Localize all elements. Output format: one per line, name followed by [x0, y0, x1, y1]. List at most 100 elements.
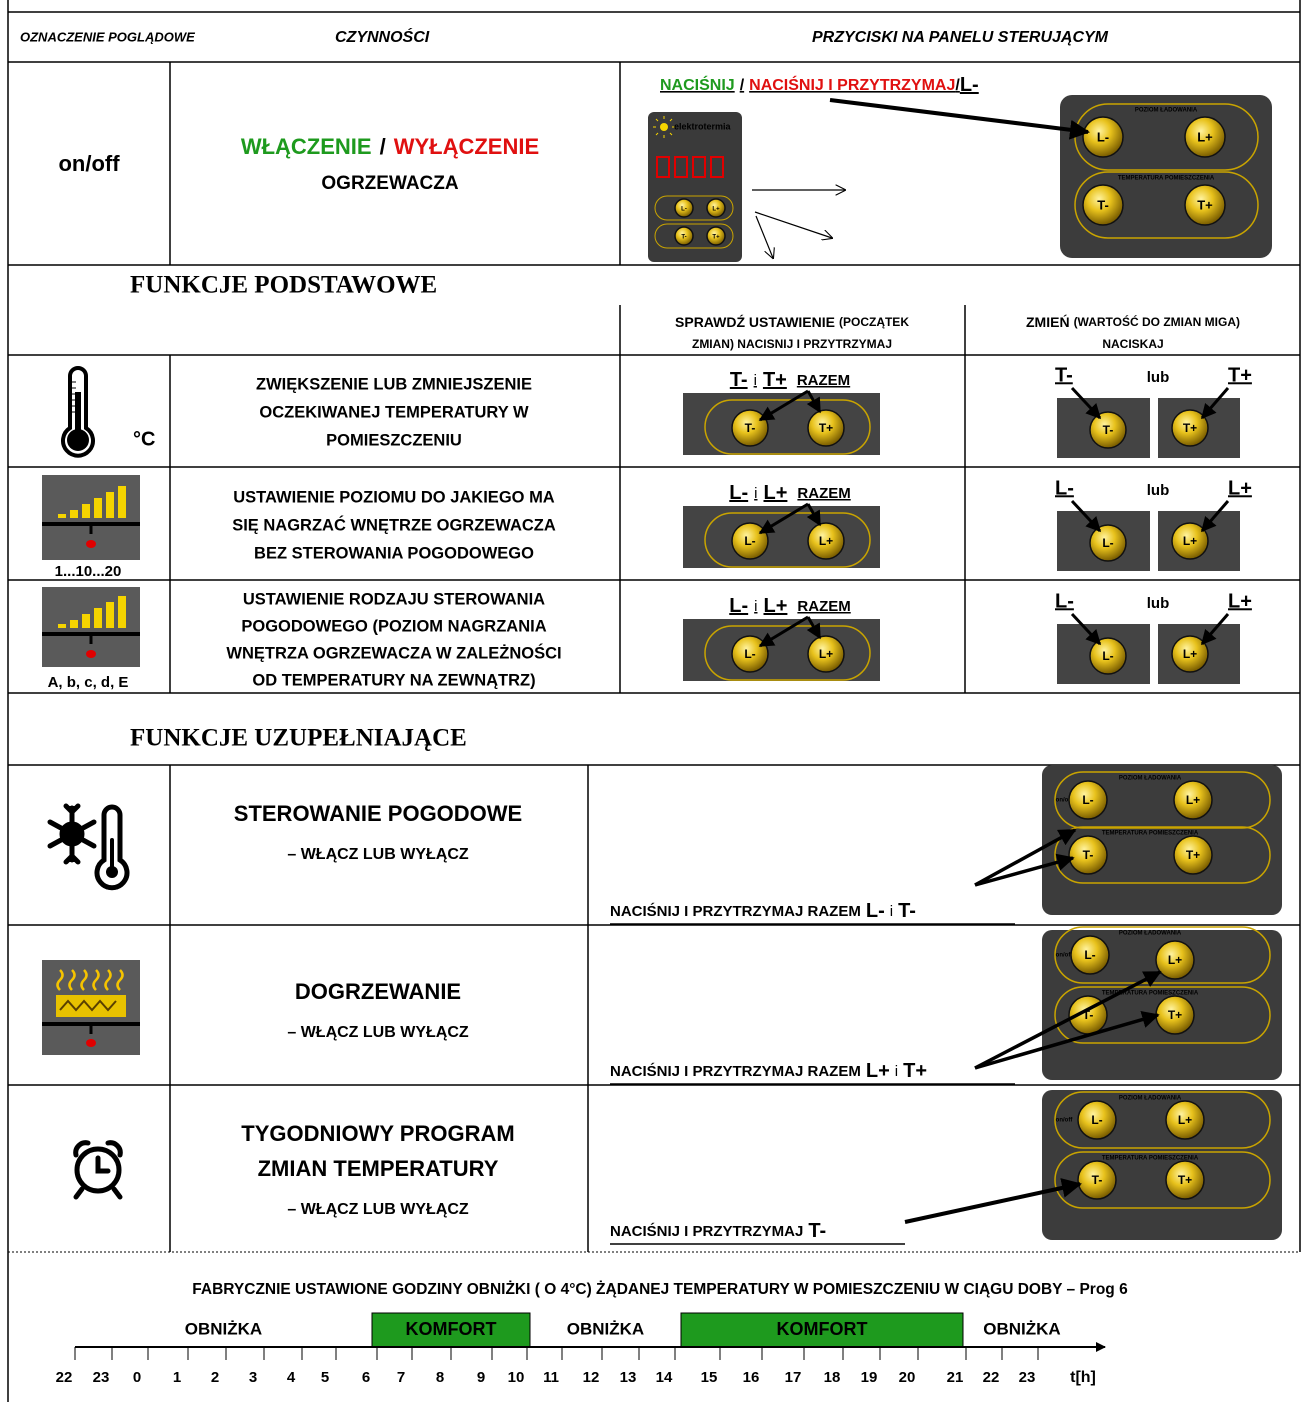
text-run: NACIŚNIJ I PRZYTRZYMAJ	[610, 1222, 803, 1240]
panel-button	[1077, 1100, 1117, 1140]
hour-label: 6	[362, 1369, 370, 1386]
schedule-title: FABRYCZNIE USTAWIONE GODZINY OBNIŻKI ( O…	[192, 1281, 1128, 1298]
panel-crop	[683, 393, 880, 455]
button-hint: NACIŚNIJ I PRZYTRZYMAJ RAZEM L-i T-	[610, 900, 916, 922]
arrow	[1200, 387, 1230, 420]
button-label: T-	[1097, 197, 1109, 212]
column-header: PRZYCISKI NA PANELU STERUJĄCYM	[812, 29, 1109, 46]
panel-button	[1184, 184, 1226, 226]
column-header: ZMIEŃ (WARTOŚĆ DO ZMIAN MIGA)	[1026, 314, 1240, 330]
hour-label: 16	[743, 1369, 760, 1386]
button-label: L-	[1102, 536, 1113, 550]
panel-button	[1171, 409, 1209, 447]
text-run: (POCZĄTEK	[839, 315, 909, 329]
hour-label: 11	[543, 1369, 559, 1386]
hour-label: 12	[583, 1369, 600, 1386]
panel-caption: POZIOM ŁADOWANIA	[1119, 776, 1182, 782]
panel-caption: POZIOM ŁADOWANIA	[1119, 1096, 1182, 1102]
action-label: USTAWIENIE RODZAJU STEROWANIA	[243, 590, 545, 608]
button-label: L+	[1178, 1113, 1192, 1127]
panel-button	[1165, 1160, 1205, 1200]
charge-level-icon	[42, 475, 140, 560]
column-header: CZYNNOŚCI	[335, 27, 430, 46]
comfort-period	[371, 1312, 531, 1348]
column-header: OZNACZENIE POGLĄDOWE	[20, 29, 195, 44]
panel-crop	[683, 506, 880, 568]
button-hint: T+	[1228, 364, 1252, 386]
action-label: POGODOWEGO (POZIOM NAGRZANIA	[241, 617, 546, 635]
text-run: T+	[763, 369, 787, 391]
text-run: T+	[903, 1060, 927, 1082]
button-label: L-	[1084, 948, 1095, 962]
period-label: OBNIŻKA	[567, 1319, 644, 1338]
table-rules	[7, 0, 1301, 1402]
panel-caption: POZIOM ŁADOWANIA	[1119, 931, 1182, 937]
button-label: L-	[744, 647, 755, 661]
hour-label: 17	[785, 1369, 802, 1386]
section-title: FUNKCJE PODSTAWOWE	[130, 272, 437, 299]
button-label: L+	[1197, 129, 1213, 144]
button-label: L-	[1091, 1113, 1102, 1127]
arrow	[758, 615, 809, 648]
toggle-label: – WŁĄCZ LUB WYŁĄCZ	[287, 1201, 469, 1218]
symbol-label: °C	[133, 428, 155, 450]
button-hint: lub	[1147, 369, 1170, 386]
panel-oval	[1054, 1091, 1271, 1149]
text-run: i	[890, 903, 893, 920]
button-label: L-	[681, 207, 687, 213]
action-label: WŁĄCZENIE / WYŁĄCZENIE	[241, 134, 539, 159]
comfort-period	[680, 1312, 964, 1348]
panel-button	[807, 409, 845, 447]
hour-label: 9	[477, 1369, 485, 1386]
text-run: /	[955, 77, 960, 94]
alarm-clock-icon	[73, 1140, 123, 1200]
action-label: ZWIĘKSZENIE LUB ZMNIEJSZENIE	[256, 375, 532, 393]
button-label: L+	[819, 647, 833, 661]
button-label: L+	[1186, 793, 1200, 807]
hour-label: 18	[824, 1369, 841, 1386]
text-run: L+	[764, 482, 788, 504]
hour-label: 23	[1019, 1369, 1036, 1386]
button-hint: L+	[1228, 590, 1252, 612]
toggle-label: – WŁĄCZ LUB WYŁĄCZ	[287, 1024, 469, 1041]
button-label: T-	[681, 235, 686, 241]
text-run: RAZEM	[797, 485, 850, 502]
panel-button	[1184, 116, 1226, 158]
hour-label: 10	[508, 1369, 525, 1386]
panel-caption: TEMPERATURA POMIESZCZENIA	[1118, 176, 1215, 182]
hour-label: 22	[56, 1369, 73, 1386]
hour-label: 7	[397, 1369, 405, 1386]
button-hint: L+	[1228, 477, 1252, 499]
panel-button	[1171, 635, 1209, 673]
action-label: ZMIAN TEMPERATURY	[258, 1156, 499, 1181]
period-label: OBNIŻKA	[983, 1319, 1060, 1338]
text-run: NACIŚNIJ I PRZYTRZYMAJ RAZEM	[610, 902, 861, 920]
arrow	[1070, 499, 1102, 533]
hour-label: 23	[93, 1369, 110, 1386]
action-label: POMIESZCZENIU	[326, 431, 462, 449]
thermometer-icon	[61, 366, 95, 458]
arrow	[1200, 613, 1230, 646]
text-run: /	[740, 77, 745, 94]
toggle-label: – WŁĄCZ LUB WYŁĄCZ	[287, 846, 469, 863]
arrows	[752, 98, 1162, 1224]
hour-label: 13	[620, 1369, 637, 1386]
panel-oval	[1054, 986, 1271, 1044]
panel-button	[1089, 524, 1127, 562]
button-label: T+	[1186, 848, 1200, 862]
panel-crop	[683, 619, 880, 681]
column-header: SPRAWDŹ USTAWIENIE (POCZĄTEK	[675, 314, 909, 330]
action-label: SIĘ NAGRZAĆ WNĘTRZE OGRZEWACZA	[232, 515, 556, 534]
text-run: i	[754, 485, 757, 502]
button-label: T+	[819, 421, 833, 435]
button-label: T-	[1103, 423, 1114, 437]
column-header: NACISKAJ	[1102, 337, 1163, 351]
panel-oval	[1054, 926, 1271, 984]
text-run: i	[754, 372, 757, 389]
action-label: TYGODNIOWY PROGRAM	[241, 1121, 514, 1146]
hour-label: 20	[899, 1369, 916, 1386]
hour-label: 4	[287, 1369, 296, 1386]
panel-button	[807, 635, 845, 673]
text-run: L+	[764, 595, 788, 617]
